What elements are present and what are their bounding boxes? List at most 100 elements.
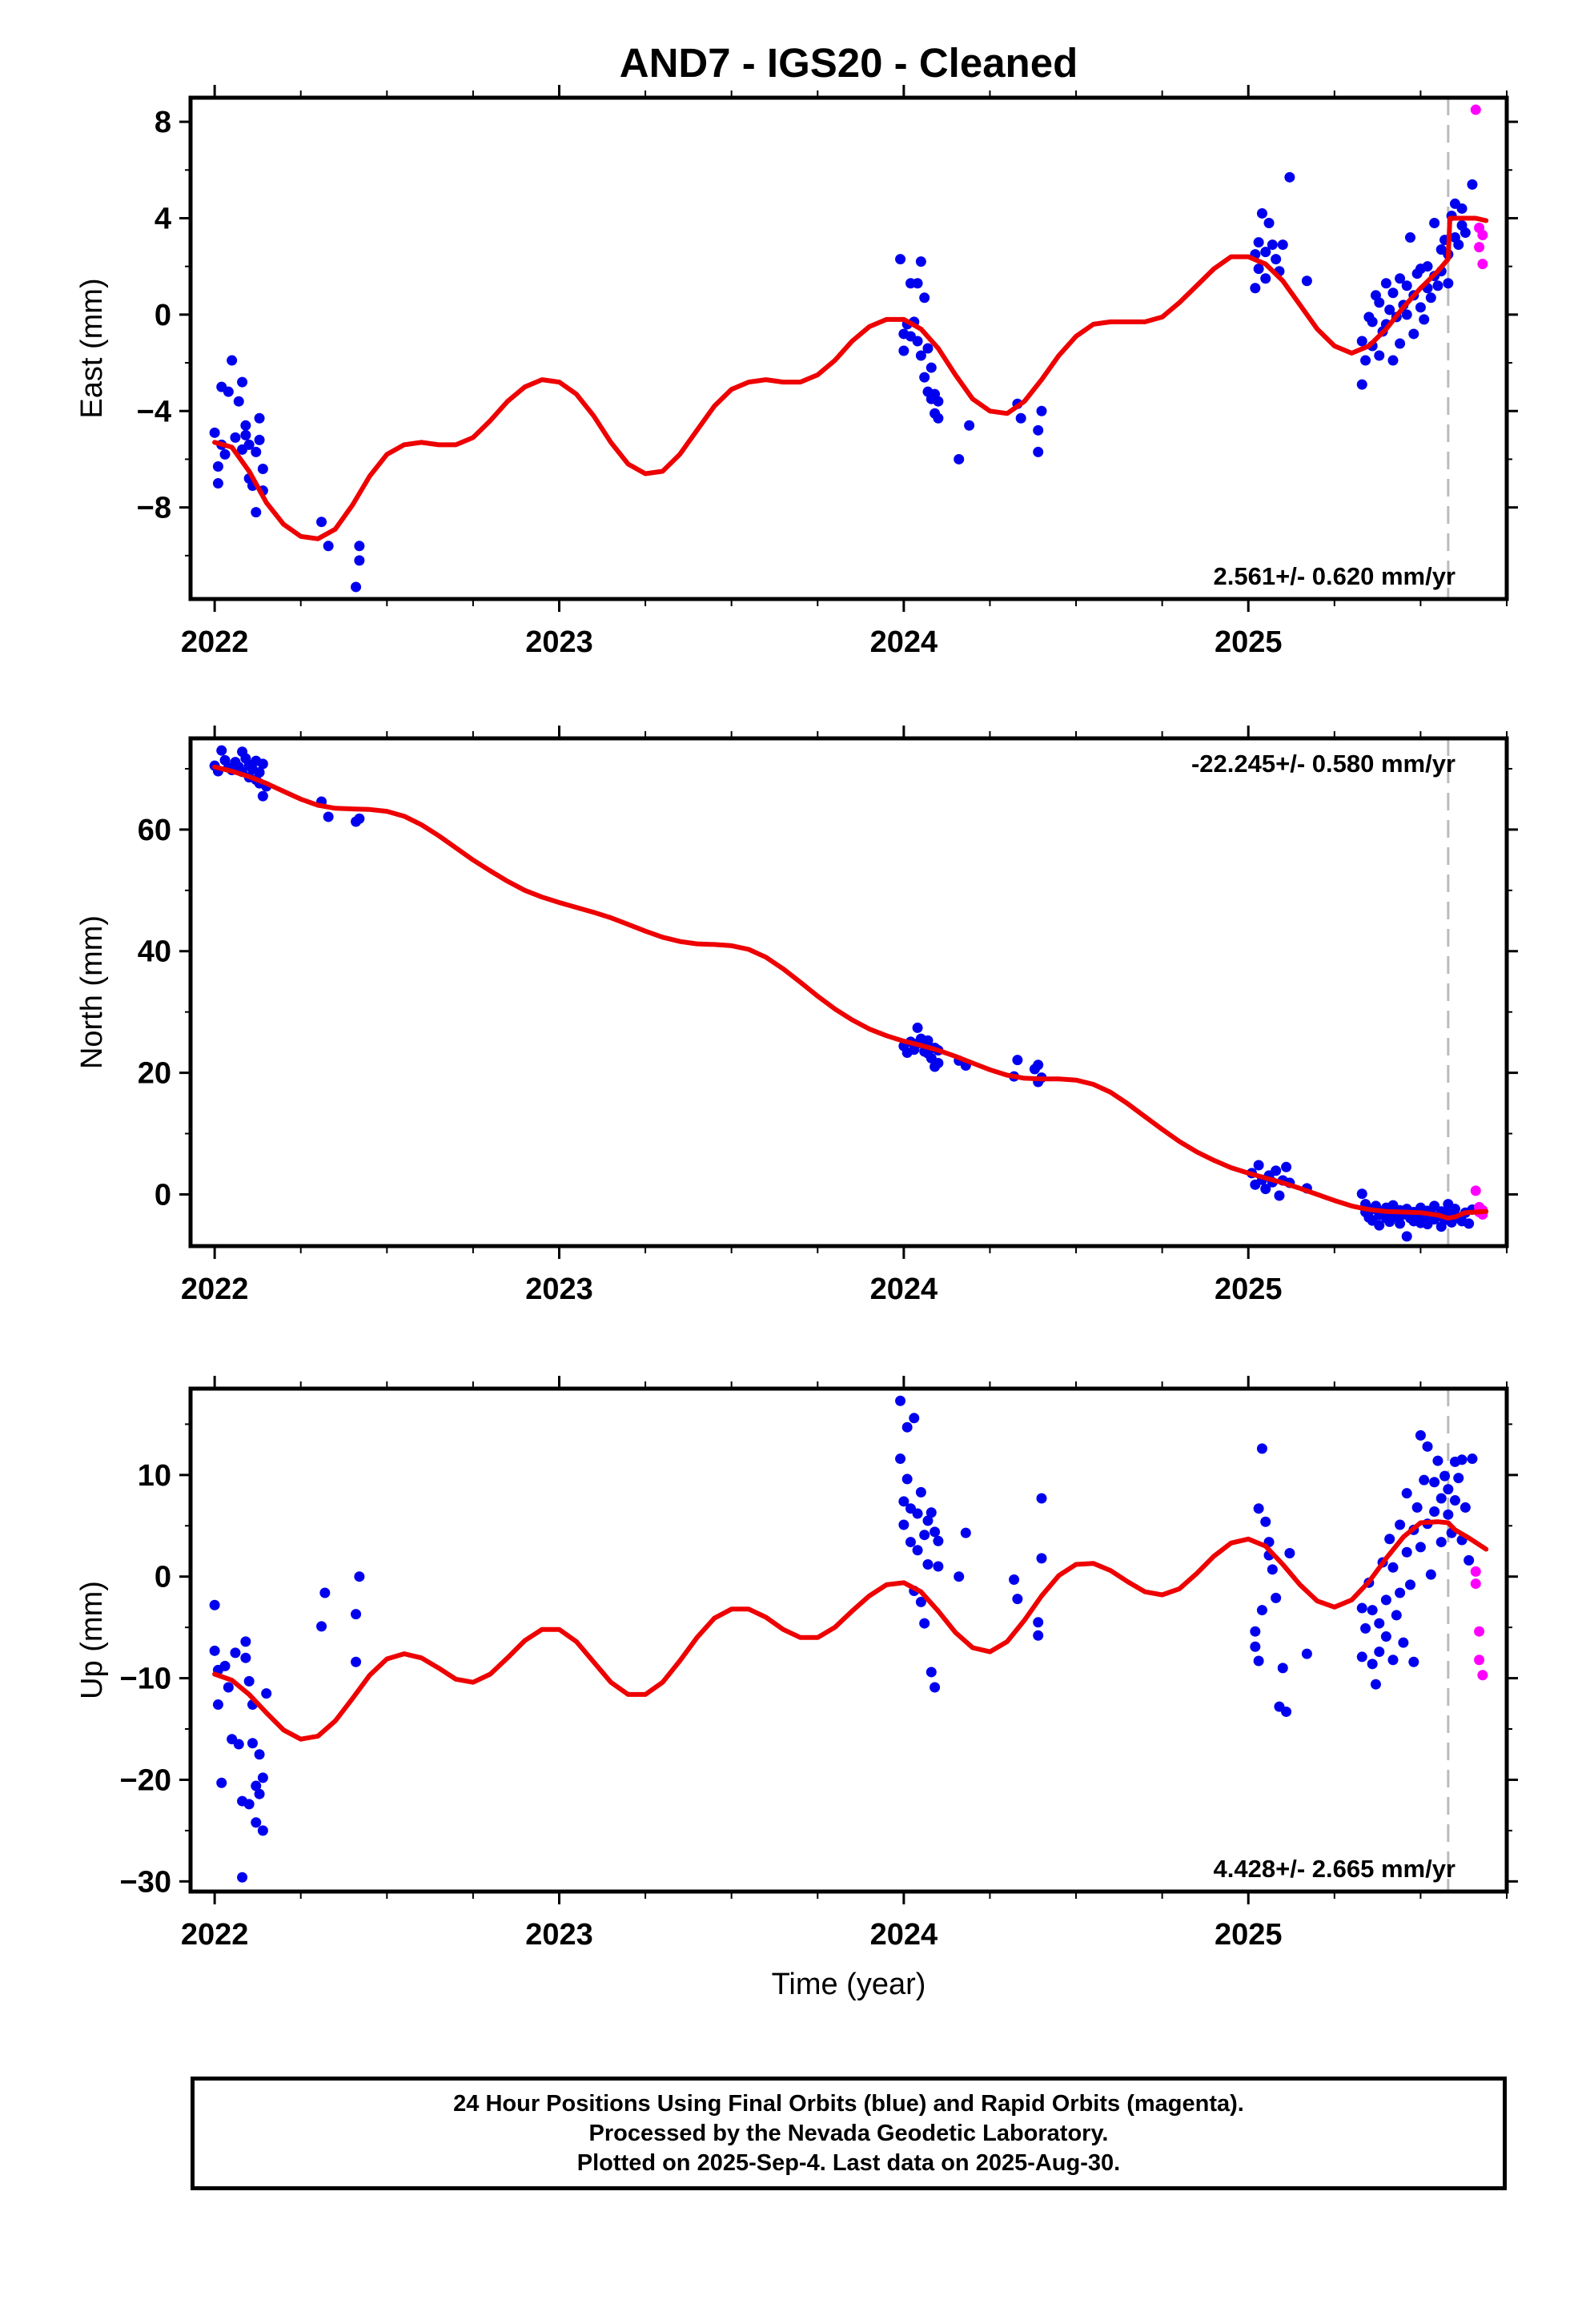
final-orbit-point	[1460, 227, 1471, 239]
y-tick-label: 40	[138, 935, 171, 969]
final-orbit-point	[1401, 1546, 1412, 1558]
final-orbit-point	[895, 1454, 906, 1465]
final-orbit-point	[1391, 1610, 1402, 1621]
final-orbit-point	[216, 1777, 227, 1788]
final-orbit-point	[1419, 1474, 1430, 1486]
final-orbit-point	[1356, 1188, 1367, 1200]
final-orbit-point	[1253, 1503, 1264, 1514]
final-orbit-point	[254, 1749, 265, 1760]
x-tick-label: 2024	[870, 1918, 938, 1952]
final-orbit-point	[1422, 1441, 1433, 1452]
final-orbit-point	[254, 767, 265, 778]
final-orbit-point	[1260, 247, 1271, 258]
final-orbit-point	[912, 278, 923, 289]
final-orbit-point	[1253, 263, 1264, 275]
final-orbit-point	[1250, 1626, 1261, 1637]
final-orbit-point	[1271, 254, 1282, 265]
final-orbit-point	[209, 1645, 220, 1656]
final-orbit-point	[1429, 218, 1440, 228]
final-orbit-point	[1380, 1594, 1391, 1606]
final-orbit-point	[1356, 1651, 1367, 1663]
data-points	[209, 745, 1488, 1242]
y-tick-label: −20	[120, 1763, 171, 1797]
final-orbit-point	[1015, 412, 1026, 424]
final-orbit-point	[351, 1609, 362, 1620]
final-orbit-point	[954, 453, 965, 464]
final-orbit-point	[919, 1530, 930, 1541]
final-orbit-point	[209, 1599, 220, 1610]
y-tick-label: 0	[155, 299, 171, 332]
final-orbit-point	[964, 420, 975, 431]
final-orbit-point	[251, 507, 262, 518]
final-orbit-point	[919, 292, 930, 304]
final-orbit-point	[1009, 1574, 1020, 1586]
y-tick-label: −30	[120, 1865, 171, 1899]
final-orbit-point	[933, 412, 944, 424]
final-orbit-point	[915, 256, 926, 267]
final-orbit-point	[1033, 1617, 1044, 1628]
final-orbit-point	[354, 813, 365, 824]
final-orbit-point	[1384, 1534, 1395, 1545]
final-orbit-point	[354, 1571, 365, 1582]
y-tick-label: −8	[137, 492, 171, 525]
rapid-orbit-point	[1477, 259, 1488, 270]
final-orbit-point	[1367, 316, 1378, 328]
final-orbit-point	[251, 1780, 262, 1791]
final-orbit-point	[1271, 1592, 1282, 1603]
final-orbit-point	[233, 1739, 244, 1750]
final-orbit-point	[915, 1596, 926, 1607]
final-orbit-point	[1267, 239, 1278, 251]
final-orbit-point	[898, 1496, 909, 1507]
final-orbit-point	[237, 376, 248, 388]
final-orbit-point	[351, 1656, 362, 1667]
final-orbit-point	[1256, 1443, 1267, 1454]
final-orbit-point	[251, 1817, 262, 1828]
final-orbit-point	[1395, 338, 1406, 349]
final-orbit-point	[240, 429, 251, 440]
final-orbit-point	[230, 1647, 241, 1659]
x-tick-label: 2025	[1215, 1273, 1283, 1306]
final-orbit-point	[1036, 1553, 1047, 1564]
final-orbit-point	[1387, 287, 1399, 299]
final-orbit-point	[1274, 1190, 1285, 1201]
final-orbit-point	[898, 345, 909, 356]
final-orbit-point	[1395, 1587, 1406, 1598]
final-orbit-point	[1467, 179, 1478, 190]
x-tick-label: 2023	[525, 1273, 593, 1306]
final-orbit-point	[243, 1675, 255, 1687]
final-orbit-point	[1387, 1562, 1399, 1573]
x-tick-label: 2022	[181, 1273, 249, 1306]
final-orbit-point	[323, 541, 334, 552]
final-orbit-point	[1036, 1493, 1047, 1504]
y-tick-label: 0	[155, 1561, 171, 1594]
final-orbit-point	[954, 1571, 965, 1582]
y-tick-label: 60	[138, 814, 171, 847]
final-orbit-point	[212, 478, 223, 489]
final-orbit-point	[1387, 355, 1399, 366]
final-orbit-point	[254, 412, 265, 424]
final-orbit-point	[901, 1474, 913, 1485]
final-orbit-point	[319, 1587, 331, 1598]
final-orbit-point	[227, 355, 238, 366]
y-tick-label: 4	[155, 202, 171, 235]
final-orbit-point	[1360, 355, 1371, 366]
final-orbit-point	[216, 745, 227, 756]
final-orbit-point	[1435, 1537, 1447, 1548]
final-orbit-point	[926, 362, 937, 373]
final-orbit-point	[257, 463, 268, 474]
y-tick-label: 8	[155, 106, 171, 139]
final-orbit-point	[1033, 424, 1044, 436]
final-orbit-point	[926, 1667, 937, 1678]
final-orbit-point	[243, 1799, 255, 1810]
final-orbit-point	[915, 350, 926, 361]
final-orbit-point	[212, 1699, 223, 1711]
final-orbit-point	[1464, 1218, 1475, 1229]
final-orbit-point	[1253, 1655, 1264, 1667]
final-orbit-point	[1356, 379, 1367, 390]
x-tick-label: 2022	[181, 625, 249, 659]
final-orbit-point	[912, 1508, 923, 1519]
final-orbit-point	[1267, 1564, 1278, 1575]
final-orbit-point	[1360, 1622, 1371, 1634]
final-orbit-point	[1367, 1605, 1378, 1616]
final-orbit-point	[1384, 304, 1395, 316]
